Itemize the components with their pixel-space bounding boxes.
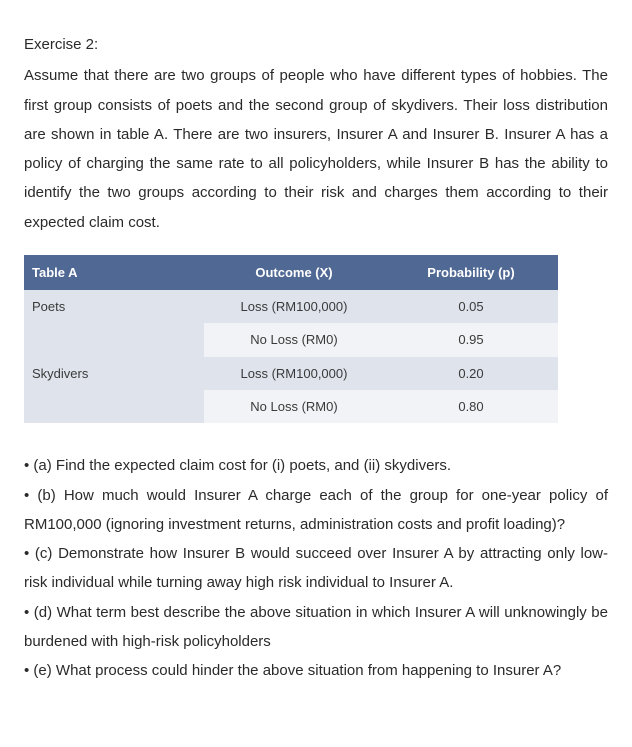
table-a: Table A Outcome (X) Probability (p) Poet… <box>24 255 558 424</box>
outcome-cell: Loss (RM100,000) <box>204 290 384 323</box>
table-header-outcome: Outcome (X) <box>204 255 384 290</box>
outcome-cell: No Loss (RM0) <box>204 390 384 423</box>
prob-cell: 0.20 <box>384 357 558 390</box>
exercise-heading: Exercise 2: <box>24 30 608 59</box>
group-label: Skydivers <box>24 357 204 424</box>
table-header-probability: Probability (p) <box>384 255 558 290</box>
question-item: • (d) What term best describe the above … <box>24 598 608 657</box>
table-row: Skydivers Loss (RM100,000) 0.20 <box>24 357 558 390</box>
questions-block: • (a) Find the expected claim cost for (… <box>24 451 608 685</box>
table-title-cell: Table A <box>24 255 204 290</box>
outcome-cell: No Loss (RM0) <box>204 323 384 356</box>
prob-cell: 0.80 <box>384 390 558 423</box>
question-item: • (a) Find the expected claim cost for (… <box>24 451 608 480</box>
question-item: • (e) What process could hinder the abov… <box>24 656 608 685</box>
exercise-paragraph: Assume that there are two groups of peop… <box>24 61 608 237</box>
prob-cell: 0.05 <box>384 290 558 323</box>
table-row: Poets Loss (RM100,000) 0.05 <box>24 290 558 323</box>
table-a-wrap: Table A Outcome (X) Probability (p) Poet… <box>24 255 608 424</box>
outcome-cell: Loss (RM100,000) <box>204 357 384 390</box>
prob-cell: 0.95 <box>384 323 558 356</box>
question-item: • (c) Demonstrate how Insurer B would su… <box>24 539 608 598</box>
group-label: Poets <box>24 290 204 357</box>
question-item: • (b) How much would Insurer A charge ea… <box>24 481 608 540</box>
